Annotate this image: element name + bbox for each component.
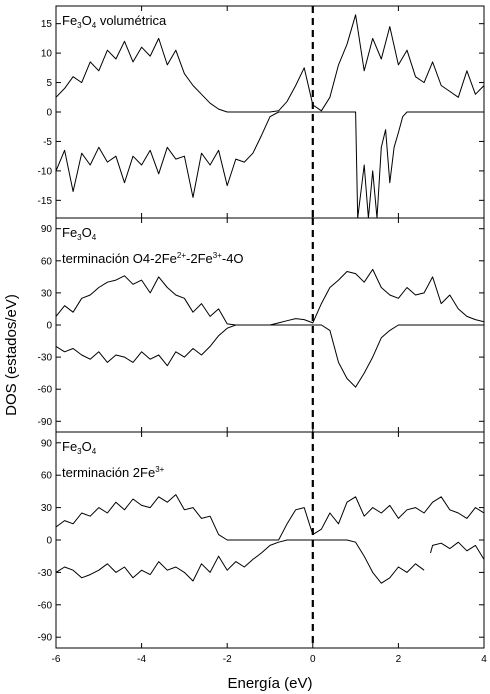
series-group xyxy=(56,494,484,584)
label-text: -4O xyxy=(222,251,244,266)
y-tick-label: 90 xyxy=(41,438,53,449)
y-tick-label: -90 xyxy=(38,633,53,644)
panel-3: -90 -60 -30 0 30 60 90 Fe3​O4​ terminación 2Fe3+… xyxy=(38,431,485,649)
series-group xyxy=(56,268,484,388)
dos-line-up-1 xyxy=(56,494,484,541)
panel-sublabel: terminación 2Fe3+​ xyxy=(62,465,165,480)
x-axis-title: Energía (eV) xyxy=(227,675,312,692)
label-text: terminación 2Fe xyxy=(62,465,155,480)
label-text: Fe xyxy=(62,13,77,28)
label-text: O xyxy=(82,225,92,240)
superscript: 3+ xyxy=(155,465,164,474)
dos-line-down-1 xyxy=(56,324,484,388)
label-text: Fe xyxy=(62,439,77,454)
dos-line-down-1 xyxy=(56,111,484,218)
dos-line-down-2 xyxy=(430,541,484,560)
x-tick-label: -6 xyxy=(52,654,61,665)
label-text: Fe xyxy=(62,225,77,240)
panel-label: Fe3​O4​ xyxy=(62,439,97,456)
y-tick-label: 90 xyxy=(41,224,53,235)
label-text: O xyxy=(82,439,92,454)
y-tick-label: 0 xyxy=(46,536,52,547)
subscript: 4 xyxy=(92,233,97,242)
y-tick-label: 30 xyxy=(41,503,53,514)
y-tick-label: 60 xyxy=(41,471,53,482)
x-tick-label: 0 xyxy=(310,654,316,665)
subscript: 3 xyxy=(77,21,82,30)
panel-sublabel: terminación O4-2Fe2+​-2Fe3+​-4O xyxy=(62,251,244,266)
y-tick-label: 0 xyxy=(46,108,52,119)
label-text: volumétrica xyxy=(96,13,167,28)
superscript: 2+ xyxy=(177,251,186,260)
y-tick-label: 10 xyxy=(41,49,53,60)
panel-label: Fe3​O4​ xyxy=(62,225,97,242)
subscript: 3 xyxy=(77,447,82,456)
x-tick-label: 2 xyxy=(396,654,402,665)
y-tick-label: 30 xyxy=(41,288,53,299)
x-tick-label: 4 xyxy=(481,654,487,665)
label-text: terminación O4-2Fe xyxy=(62,251,177,266)
y-tick-label: -30 xyxy=(38,353,53,364)
subscript: 3 xyxy=(77,233,82,242)
panel-label: Fe3​O4​ volumétrica xyxy=(62,13,167,30)
panel-1: -15 -10 -5 0 5 10 15 Fe3​O4​ volumétrica xyxy=(38,5,485,219)
dos-line-up-1 xyxy=(56,14,484,113)
y-tick-label: -60 xyxy=(38,385,53,396)
superscript: 3+ xyxy=(213,251,222,260)
subscript: 4 xyxy=(92,447,97,456)
subscript: 4 xyxy=(92,21,97,30)
panel-2: -90 -60 -30 0 30 60 90 Fe3​O4​ terminación O4-2F… xyxy=(38,217,485,433)
x-tick-labels: -6 -4 -2 0 2 4 xyxy=(52,654,488,665)
label-text: O xyxy=(82,13,92,28)
y-axis-title-text: DOS (estados/eV) xyxy=(3,294,20,416)
y-tick-label: -60 xyxy=(38,600,53,611)
y-axis-title: DOS (estados/eV) xyxy=(3,294,20,416)
y-tick-label: -90 xyxy=(38,417,53,428)
y-tick-label: 15 xyxy=(41,19,53,30)
y-tick-label: 60 xyxy=(41,256,53,267)
x-tick-label: -2 xyxy=(223,654,232,665)
label-text: -2Fe xyxy=(186,251,213,266)
y-tick-label: -5 xyxy=(43,137,52,148)
y-tick-label: -30 xyxy=(38,568,53,579)
series-group xyxy=(56,14,484,218)
x-tick-label: -4 xyxy=(137,654,146,665)
y-tick-label: 0 xyxy=(46,321,52,332)
dos-line-down-1 xyxy=(56,539,425,584)
dos-line-up-1 xyxy=(56,268,484,326)
y-tick-label: -15 xyxy=(38,196,53,207)
y-tick-label: 5 xyxy=(46,78,52,89)
y-tick-label: -10 xyxy=(38,166,53,177)
